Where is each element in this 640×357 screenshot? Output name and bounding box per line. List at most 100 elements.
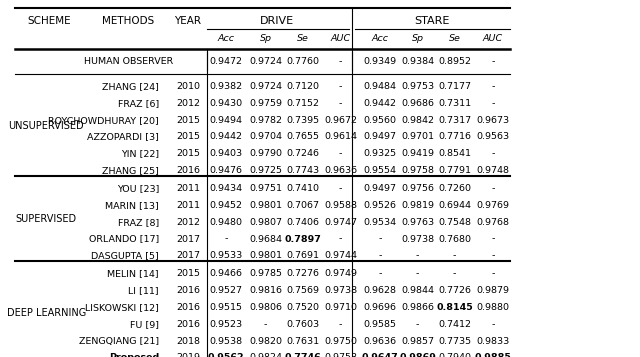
Text: -: - (339, 320, 342, 329)
Text: AUC: AUC (331, 35, 351, 44)
Text: 0.9472: 0.9472 (210, 57, 243, 66)
Text: 0.9684: 0.9684 (249, 235, 282, 243)
Text: 2010: 2010 (176, 82, 200, 91)
Text: -: - (491, 235, 495, 243)
Text: AUC: AUC (483, 35, 503, 44)
Text: 0.6944: 0.6944 (438, 201, 471, 210)
Text: 0.9869: 0.9869 (399, 353, 436, 357)
Text: ZHANG [25]: ZHANG [25] (102, 166, 159, 175)
Text: 0.9434: 0.9434 (209, 184, 243, 193)
Text: 0.9515: 0.9515 (210, 303, 243, 312)
Text: 0.9403: 0.9403 (209, 149, 243, 158)
Text: 0.9701: 0.9701 (401, 132, 434, 141)
Text: 2019: 2019 (176, 353, 200, 357)
Text: 2016: 2016 (176, 320, 200, 329)
Text: 0.9785: 0.9785 (249, 270, 282, 278)
Text: 0.9419: 0.9419 (401, 149, 434, 158)
Text: 0.9819: 0.9819 (401, 201, 434, 210)
Text: 0.9628: 0.9628 (364, 286, 397, 295)
Text: 0.7152: 0.7152 (287, 99, 319, 108)
Text: -: - (264, 320, 268, 329)
Text: YOU [23]: YOU [23] (116, 184, 159, 193)
Text: 0.9673: 0.9673 (476, 116, 509, 125)
Text: 0.9807: 0.9807 (249, 218, 282, 227)
Text: -: - (339, 235, 342, 243)
Text: 0.9533: 0.9533 (209, 251, 243, 260)
Text: SUPERVISED: SUPERVISED (16, 214, 77, 224)
Text: 0.9750: 0.9750 (324, 337, 357, 346)
Text: Se: Se (449, 35, 461, 44)
Text: 0.9824: 0.9824 (249, 353, 282, 357)
Text: -: - (339, 99, 342, 108)
Text: 0.9497: 0.9497 (364, 132, 397, 141)
Text: 0.8952: 0.8952 (438, 57, 471, 66)
Text: 0.9763: 0.9763 (401, 218, 435, 227)
Text: 0.9879: 0.9879 (476, 286, 509, 295)
Text: HUMAN OBSERVER: HUMAN OBSERVER (84, 57, 173, 66)
Text: 0.9769: 0.9769 (476, 201, 509, 210)
Text: 0.7412: 0.7412 (438, 320, 471, 329)
Text: -: - (378, 235, 382, 243)
Text: 0.9833: 0.9833 (476, 337, 509, 346)
Text: 0.8145: 0.8145 (436, 303, 473, 312)
Text: 0.9857: 0.9857 (401, 337, 434, 346)
Text: 0.9349: 0.9349 (364, 57, 397, 66)
Text: Proposed: Proposed (109, 353, 159, 357)
Text: 0.9801: 0.9801 (249, 251, 282, 260)
Text: 0.9756: 0.9756 (401, 184, 434, 193)
Text: MARIN [13]: MARIN [13] (106, 201, 159, 210)
Text: Sp: Sp (412, 35, 424, 44)
Text: -: - (491, 57, 495, 66)
Text: 0.9759: 0.9759 (249, 99, 282, 108)
Text: 0.9744: 0.9744 (324, 251, 357, 260)
Text: 0.9480: 0.9480 (210, 218, 243, 227)
Text: 0.9866: 0.9866 (401, 303, 434, 312)
Text: 2016: 2016 (176, 303, 200, 312)
Text: -: - (378, 270, 382, 278)
Text: YEAR: YEAR (175, 16, 202, 26)
Text: 0.9647: 0.9647 (362, 353, 399, 357)
Text: MELIN [14]: MELIN [14] (108, 270, 159, 278)
Text: 0.7791: 0.7791 (438, 166, 471, 175)
Text: ORLANDO [17]: ORLANDO [17] (89, 235, 159, 243)
Text: 0.7760: 0.7760 (287, 57, 319, 66)
Text: AZZOPARDI [3]: AZZOPARDI [3] (87, 132, 159, 141)
Text: 2012: 2012 (176, 99, 200, 108)
Text: 0.9885: 0.9885 (474, 353, 511, 357)
Text: -: - (491, 270, 495, 278)
Text: -: - (416, 251, 419, 260)
Text: 0.9738: 0.9738 (324, 286, 357, 295)
Text: 2018: 2018 (176, 337, 200, 346)
Text: 2015: 2015 (176, 116, 200, 125)
Text: 0.7177: 0.7177 (438, 82, 471, 91)
Text: ZENGQIANG [21]: ZENGQIANG [21] (79, 337, 159, 346)
Text: -: - (378, 251, 382, 260)
Text: 0.7410: 0.7410 (287, 184, 319, 193)
Text: 0.9842: 0.9842 (401, 116, 434, 125)
Text: 0.8541: 0.8541 (438, 149, 471, 158)
Text: METHODS: METHODS (102, 16, 154, 26)
Text: -: - (491, 99, 495, 108)
Text: 0.9560: 0.9560 (364, 116, 397, 125)
Text: -: - (225, 235, 228, 243)
Text: 0.9816: 0.9816 (249, 286, 282, 295)
Text: 0.9384: 0.9384 (401, 57, 435, 66)
Text: 0.9753: 0.9753 (324, 353, 357, 357)
Text: 0.9751: 0.9751 (249, 184, 282, 193)
Text: 0.9430: 0.9430 (209, 99, 243, 108)
Text: 0.7655: 0.7655 (287, 132, 319, 141)
Text: -: - (339, 57, 342, 66)
Text: 0.9696: 0.9696 (364, 303, 397, 312)
Text: 0.7395: 0.7395 (287, 116, 320, 125)
Text: 0.9782: 0.9782 (249, 116, 282, 125)
Text: 0.9749: 0.9749 (324, 270, 357, 278)
Text: 0.9724: 0.9724 (249, 57, 282, 66)
Text: 0.9538: 0.9538 (209, 337, 243, 346)
Text: 0.9563: 0.9563 (476, 132, 509, 141)
Text: 0.7120: 0.7120 (287, 82, 319, 91)
Text: 0.7680: 0.7680 (438, 235, 471, 243)
Text: 0.9790: 0.9790 (249, 149, 282, 158)
Text: 2017: 2017 (176, 235, 200, 243)
Text: 0.9527: 0.9527 (210, 286, 243, 295)
Text: 0.9614: 0.9614 (324, 132, 357, 141)
